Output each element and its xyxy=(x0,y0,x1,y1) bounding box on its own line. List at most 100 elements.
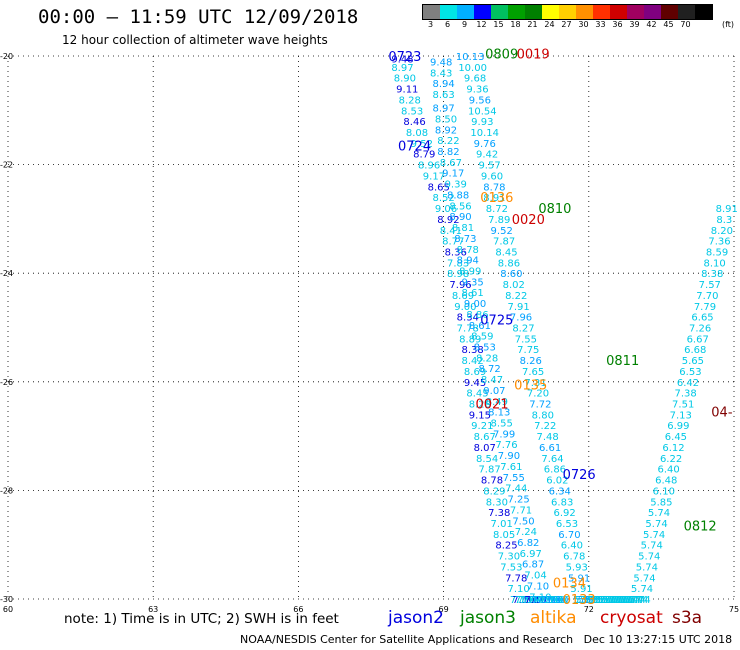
pass-label: 0723 xyxy=(388,50,421,65)
swh-value: 7.78 xyxy=(505,573,527,584)
swh-value: 6.34 xyxy=(549,486,571,497)
swh-value: 5.74 xyxy=(645,519,667,530)
swh-value: 8.50 xyxy=(435,114,457,125)
legend-tick-label: 24 xyxy=(544,20,555,29)
swh-value: 7.10 xyxy=(515,595,537,606)
pass-label: 0019 xyxy=(517,47,550,62)
legend-swatch xyxy=(695,5,712,19)
pass-label: 0133 xyxy=(563,593,596,608)
swh-value: 7.50 xyxy=(512,516,534,527)
swh-value: 5.74 xyxy=(602,595,624,606)
pass-label: 0136 xyxy=(480,191,513,206)
swh-value: 7.53 xyxy=(500,562,522,573)
footer-credit: NOAA/NESDIS Center for Satellite Applica… xyxy=(240,633,733,646)
swh-value: 6.68 xyxy=(684,345,706,356)
legend-swatch xyxy=(678,5,695,19)
swh-value: 5.74 xyxy=(633,573,655,584)
y-tick-label: -26 xyxy=(0,378,13,387)
swh-value: 7.01 xyxy=(491,519,513,530)
legend-swatch xyxy=(661,5,678,19)
legend-tick-label: 12 xyxy=(476,20,487,29)
swh-value: 8.22 xyxy=(437,136,459,147)
swh-value: 6.42 xyxy=(677,378,699,389)
chart-subtitle: 12 hour collection of altimeter wave hei… xyxy=(62,33,328,47)
swh-value: 6.87 xyxy=(522,560,544,571)
legend-tick-label: 3 xyxy=(427,20,434,29)
swh-value: 6.61 xyxy=(539,443,561,454)
swh-value: 8.72 xyxy=(478,364,500,375)
satellite-s3a: s3a xyxy=(672,608,703,628)
y-tick-label: -22 xyxy=(0,161,13,170)
data-points: 9.488.978.909.118.288.538.468.089.528.79… xyxy=(391,52,738,606)
swh-value: 8.86 xyxy=(466,310,488,321)
pass-label: 0726 xyxy=(563,468,596,483)
swh-value: 8.67 xyxy=(440,158,462,169)
swh-value: 7.10 xyxy=(529,592,551,603)
swh-value: 7.10 xyxy=(510,595,532,606)
legend-tick-label: 27 xyxy=(561,20,572,29)
legend-swatch xyxy=(423,5,440,19)
swh-value: 9.07 xyxy=(483,386,505,397)
pass-label: 0135 xyxy=(514,379,547,394)
swh-value: 9.60 xyxy=(481,171,503,182)
legend-tick-label: 33 xyxy=(595,20,606,29)
swh-value: 8.65 xyxy=(428,182,450,193)
x-tick-label: 66 xyxy=(293,605,303,614)
swh-value: 6.40 xyxy=(561,541,583,552)
swh-value: 7.70 xyxy=(696,291,718,302)
swh-value: 9.17 xyxy=(423,171,445,182)
pass-label: 0725 xyxy=(480,313,513,328)
legend-swatch xyxy=(627,5,644,19)
swh-value: 8.81 xyxy=(452,223,474,234)
legend-tick-label: 45 xyxy=(663,20,674,29)
swh-value: 8.49 xyxy=(486,397,508,408)
swh-value: 8.86 xyxy=(498,258,520,269)
swh-value: 9.45 xyxy=(464,378,486,389)
swh-value: 8.55 xyxy=(491,419,513,430)
swh-value: 5.91 xyxy=(568,573,590,584)
swh-value: 9.93 xyxy=(471,117,493,128)
swh-value: 5.74 xyxy=(643,530,665,541)
swh-value: 8.67 xyxy=(474,432,496,443)
swh-value: 8.45 xyxy=(495,247,517,258)
pass-label: 0020 xyxy=(512,213,545,228)
swh-value: 7.04 xyxy=(524,571,546,582)
swh-value: 8.02 xyxy=(503,280,525,291)
swh-value: 8.59 xyxy=(471,332,493,343)
swh-value: 7.10 xyxy=(527,581,549,592)
swh-value: 8.28 xyxy=(476,353,498,364)
swh-value: 5.91 xyxy=(573,595,595,606)
swh-value: 6.45 xyxy=(665,432,687,443)
pass-label: 04- xyxy=(711,406,733,421)
y-tick-label: -30 xyxy=(0,595,13,604)
swh-value: 8.77 xyxy=(442,237,464,248)
legend-swatch xyxy=(440,5,457,19)
swh-value: 8.52 xyxy=(432,193,454,204)
swh-value: 6.78 xyxy=(563,552,585,563)
swh-value: 8.53 xyxy=(401,106,423,117)
legend-tick-label: 42 xyxy=(646,20,657,29)
x-tick-label: 72 xyxy=(584,605,594,614)
swh-value: 8.36 xyxy=(445,247,467,258)
legend-tick-label: 39 xyxy=(629,20,640,29)
swh-value: 5.91 xyxy=(580,595,602,606)
swh-value: 6.65 xyxy=(691,313,713,324)
swh-value: 7.13 xyxy=(670,410,692,421)
swh-value: 9.52 xyxy=(411,139,433,150)
swh-value: 7.87 xyxy=(493,237,515,248)
swh-value: 8.73 xyxy=(454,234,476,245)
swh-value: 8.99 xyxy=(459,266,481,277)
legend-tick-label: 21 xyxy=(527,20,538,29)
swh-value: 5.74 xyxy=(612,595,634,606)
swh-value: 8.88 xyxy=(447,190,469,201)
y-tick-label: -28 xyxy=(0,486,13,495)
swh-value: 7.10 xyxy=(520,595,542,606)
swh-value: 7.44 xyxy=(505,484,527,495)
swh-value: 7.10 xyxy=(541,595,563,606)
swh-value: 7.55 xyxy=(515,334,537,345)
swh-value: 8.91 xyxy=(483,193,505,204)
swh-value: 10.54 xyxy=(468,106,497,117)
swh-value: 8.20 xyxy=(711,226,733,237)
swh-value: 5.91 xyxy=(585,595,607,606)
swh-value: 6.67 xyxy=(687,334,709,345)
